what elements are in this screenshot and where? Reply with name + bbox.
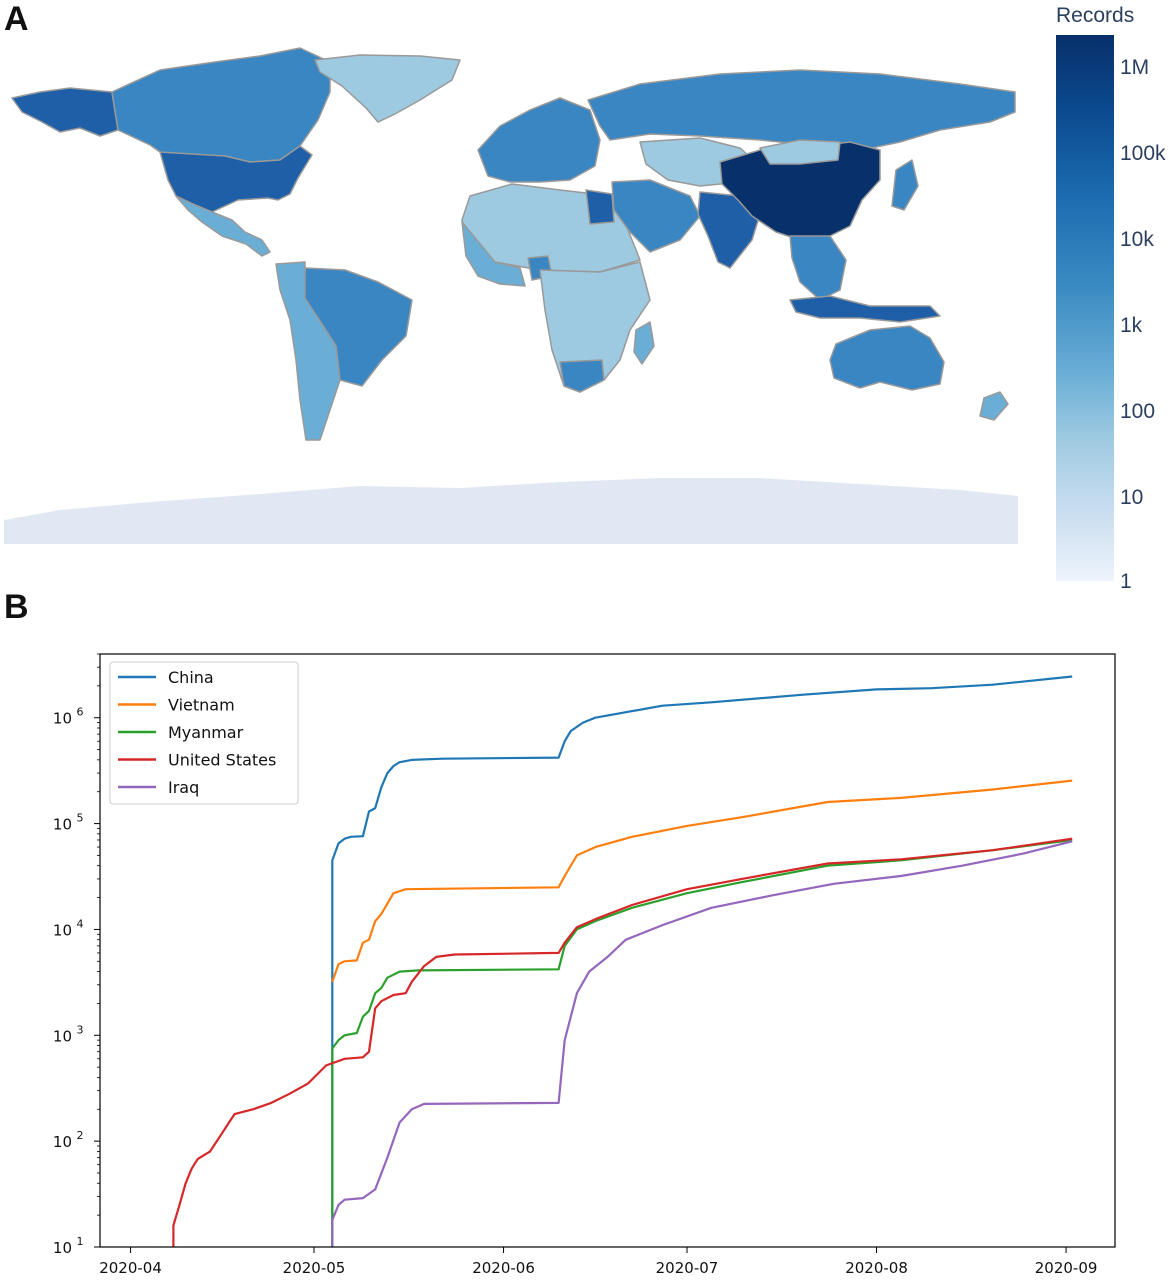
y-tick-label: 10 — [53, 1133, 72, 1151]
colorbar — [1056, 35, 1114, 581]
map-region-middle-east — [611, 179, 701, 253]
map-region-south-africa — [559, 359, 605, 393]
map-region-greenland — [314, 54, 461, 123]
x-tick-label: 2020-09 — [1035, 1259, 1098, 1277]
map-region-russia — [587, 69, 1016, 151]
x-tick-label: 2020-04 — [99, 1259, 162, 1277]
map-region-australia — [829, 325, 945, 391]
panel-label-a: A — [4, 0, 29, 38]
map-region-andes — [275, 261, 341, 441]
map-region-mexico — [175, 195, 271, 257]
map-region-japan — [891, 159, 919, 211]
map-region-egypt — [585, 189, 615, 225]
colorbar-tick: 1k — [1120, 314, 1143, 337]
legend-label: Vietnam — [168, 696, 235, 715]
map-region-europe — [477, 97, 601, 183]
map-region-mongolia — [759, 139, 841, 165]
y-tick-label: 10 — [53, 1027, 72, 1045]
legend-box — [109, 661, 299, 805]
panel-label-b: B — [4, 588, 29, 626]
colorbar-tick: 10k — [1120, 228, 1154, 251]
y-tick-exponent: 6 — [77, 706, 84, 719]
series-line — [331, 779, 1073, 983]
legend-label: China — [168, 668, 214, 687]
series-line — [331, 675, 1073, 1247]
colorbar-tick: 100 — [1120, 400, 1156, 423]
map-region-alaska — [11, 87, 119, 137]
y-tick-label: 10 — [53, 816, 72, 834]
y-tick-exponent: 3 — [77, 1023, 84, 1036]
plot-frame — [99, 653, 1116, 1248]
colorbar-title: Records — [1056, 4, 1135, 27]
legend-label: Myanmar — [168, 723, 244, 742]
x-tick-label: 2020-05 — [283, 1259, 346, 1277]
world-choropleth-map — [4, 47, 1018, 544]
colorbar-tick: 10 — [1120, 486, 1144, 509]
colorbar-tick: 100k — [1120, 142, 1166, 165]
map-region-antarctica — [4, 478, 1018, 544]
map-region-indonesia — [789, 295, 941, 323]
y-tick-label: 10 — [53, 921, 72, 939]
y-tick-exponent: 5 — [77, 812, 84, 825]
y-tick-exponent: 2 — [77, 1129, 84, 1142]
map-region-west-africa — [461, 221, 526, 287]
series-line — [331, 838, 1073, 1247]
colorbar-tick: 1M — [1120, 56, 1150, 79]
colorbar-tick: 1 — [1120, 570, 1132, 593]
y-tick-label: 10 — [53, 1239, 72, 1257]
map-region-madagascar — [633, 321, 655, 365]
y-tick-label: 10 — [53, 710, 72, 728]
map-region-southeast-asia — [789, 235, 847, 301]
series-line — [172, 837, 1073, 1247]
legend-label: United States — [168, 751, 276, 770]
x-tick-label: 2020-06 — [472, 1259, 535, 1277]
legend-label: Iraq — [168, 778, 199, 797]
map-region-new-zealand — [979, 391, 1009, 421]
x-tick-label: 2020-07 — [656, 1259, 719, 1277]
y-tick-exponent: 1 — [77, 1235, 84, 1248]
y-tick-exponent: 4 — [77, 917, 84, 930]
map-region-central-south-africa — [539, 261, 651, 393]
series-line — [331, 840, 1073, 1247]
x-tick-label: 2020-08 — [845, 1259, 908, 1277]
